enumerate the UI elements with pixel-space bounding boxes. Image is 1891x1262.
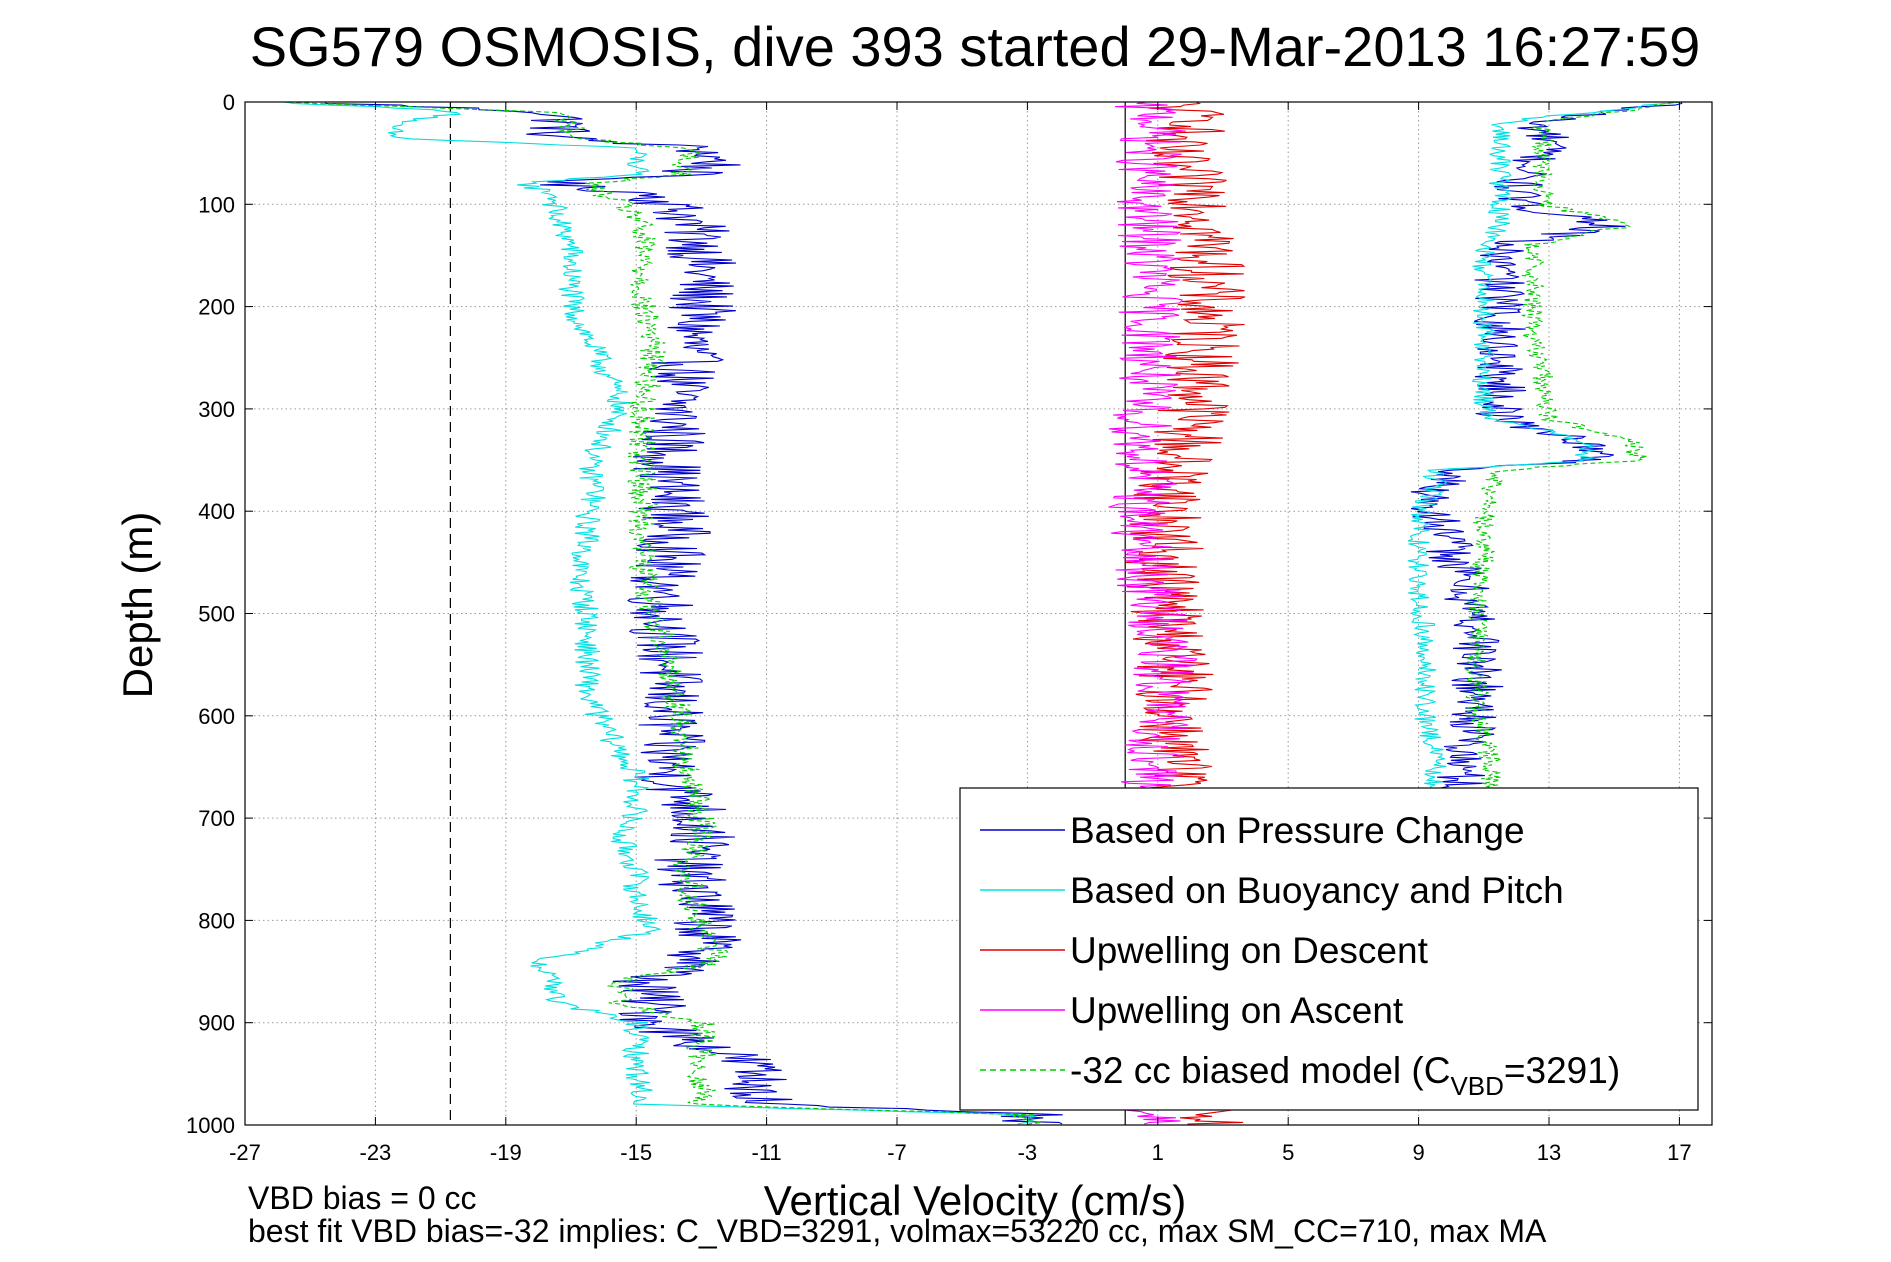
axes: -27 -23 -19 -15 -11 -7 -3 1 5 9 13 17 0 100 200 300 400 5…: [186, 90, 1713, 1165]
x-tick-label: -15: [620, 1140, 652, 1165]
y-axis-title: Depth (m): [114, 512, 161, 699]
series-based-on-pressure-change: [325, 101, 1063, 1125]
x-tick-label: -11: [752, 1140, 782, 1165]
y-tick-label: 300: [198, 397, 235, 422]
legend: Based on Pressure Change Based on Buoyanc…: [959, 787, 1699, 1111]
x-axis-title: Vertical Velocity (cm/s): [764, 1177, 1186, 1224]
y-tick-label: 800: [198, 908, 235, 933]
y-tick-label: 500: [198, 602, 235, 627]
legend-entry: Upwelling on Ascent: [1070, 990, 1404, 1031]
y-tick-label: 100: [198, 192, 235, 217]
x-tick-label: -23: [360, 1140, 392, 1165]
x-tick-label: 17: [1667, 1140, 1691, 1165]
x-tick-label: 13: [1537, 1140, 1561, 1165]
plot-series: [284, 101, 1683, 1125]
legend-entry: Based on Pressure Change: [1070, 810, 1525, 851]
x-tick-label: 5: [1282, 1140, 1294, 1165]
x-tick-label: 9: [1412, 1140, 1424, 1165]
plot-frame: [244, 101, 1713, 1126]
x-tick-label: -7: [887, 1140, 907, 1165]
ascent-32-cc-biased-model-cvbd-3291: [1464, 101, 1681, 798]
y-tick-label: 1000: [186, 1113, 235, 1138]
series-32-cc-biased-model-cvbd-3291: [288, 101, 1042, 1125]
best-fit-note: best fit VBD bias=-32 implies: C_VBD=329…: [248, 1213, 1547, 1249]
x-tick-label: -19: [490, 1140, 522, 1165]
vbd-bias-note: VBD bias = 0 cc: [248, 1180, 477, 1216]
ascent-based-on-buoyancy-and-pitch: [1407, 101, 1681, 798]
y-tick-label: 700: [198, 806, 235, 831]
legend-box: [959, 787, 1699, 1111]
y-tick-label: 900: [198, 1011, 235, 1036]
chart-title: SG579 OSMOSIS, dive 393 started 29-Mar-2…: [250, 15, 1701, 78]
series-based-on-buoyancy-and-pitch: [284, 101, 1037, 1125]
legend-entry: Upwelling on Descent: [1070, 930, 1429, 971]
legend-entry: Based on Buoyancy and Pitch: [1070, 870, 1564, 911]
x-tick-label: -3: [1018, 1140, 1038, 1165]
x-tick-label: 1: [1152, 1140, 1164, 1165]
x-tick-label: -27: [229, 1140, 261, 1165]
y-tick-label: 400: [198, 499, 235, 524]
legend-entry: -32 cc biased model (CVBD=3291): [1070, 1050, 1620, 1101]
y-tick-label: 0: [223, 90, 235, 115]
y-tick-label: 600: [198, 704, 235, 729]
y-tick-label: 200: [198, 295, 235, 320]
